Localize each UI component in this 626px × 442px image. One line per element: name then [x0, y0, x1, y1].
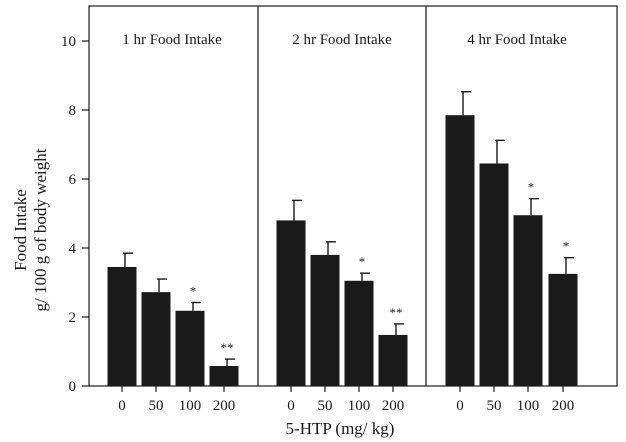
y-tick-label: 8: [69, 103, 77, 119]
significance-marker: *: [563, 239, 570, 254]
bar: [479, 163, 509, 386]
x-tick-label: 100: [179, 398, 202, 414]
y-tick-label: 0: [69, 379, 77, 395]
significance-marker: *: [528, 180, 535, 195]
bar: [344, 280, 374, 386]
x-tick-label: 200: [382, 398, 405, 414]
bar: [548, 273, 578, 386]
bar: [513, 215, 543, 386]
bar: [310, 254, 340, 386]
significance-marker: *: [359, 254, 366, 269]
bar: [141, 292, 171, 386]
y-axis: 0 2 4 6 8 10: [61, 34, 89, 395]
bar: [107, 266, 137, 386]
panel-1: 1 hr Food Intake 0 50 * 100 ** 200: [107, 32, 239, 414]
bar: [378, 334, 408, 386]
bar: [276, 220, 306, 386]
panel-2: 2 hr Food Intake 0 50 * 100 ** 200: [276, 32, 408, 414]
y-tick-label: 10: [61, 34, 76, 50]
y-tick-label: 4: [69, 241, 77, 257]
bar: [445, 115, 475, 387]
x-tick-label: 100: [348, 398, 371, 414]
y-axis-label-line2: g/ 100 g of body weight: [31, 148, 50, 311]
y-axis-label: Food Intake: [11, 189, 30, 271]
x-axis-label: 5-HTP (mg/ kg): [286, 419, 395, 438]
panel-title: 4 hr Food Intake: [467, 32, 567, 48]
x-tick-label: 200: [213, 398, 236, 414]
x-tick-label: 0: [287, 398, 295, 414]
panel-title: 1 hr Food Intake: [122, 32, 222, 48]
x-tick-label: 50: [487, 398, 502, 414]
significance-marker: *: [190, 284, 197, 299]
y-tick-label: 2: [69, 310, 77, 326]
x-tick-label: 0: [118, 398, 126, 414]
panel-title: 2 hr Food Intake: [292, 32, 392, 48]
x-tick-label: 50: [318, 398, 333, 414]
bar: [175, 310, 205, 386]
x-tick-label: 0: [456, 398, 464, 414]
x-tick-label: 100: [517, 398, 540, 414]
panel-3: 4 hr Food Intake 0 50 * 100 * 200: [445, 32, 578, 414]
significance-marker: **: [221, 340, 234, 355]
x-tick-label: 200: [552, 398, 575, 414]
x-tick-label: 50: [149, 398, 164, 414]
y-tick-label: 6: [69, 172, 77, 188]
bar: [209, 365, 239, 386]
significance-marker: **: [390, 305, 403, 320]
